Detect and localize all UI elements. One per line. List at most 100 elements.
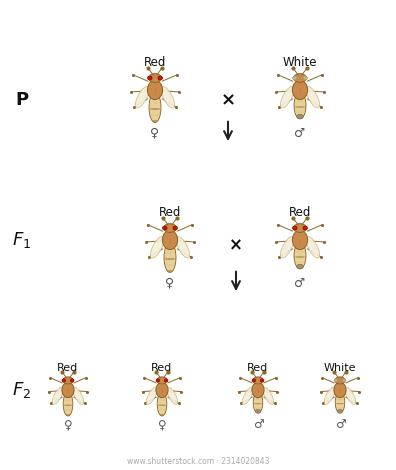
Ellipse shape (338, 411, 342, 413)
Ellipse shape (335, 377, 345, 384)
Ellipse shape (63, 377, 73, 384)
Ellipse shape (64, 409, 72, 411)
Ellipse shape (252, 379, 255, 382)
Ellipse shape (256, 411, 260, 413)
Text: ♀: ♀ (64, 418, 72, 431)
Ellipse shape (296, 246, 304, 247)
Ellipse shape (164, 379, 168, 382)
Ellipse shape (70, 379, 74, 382)
Ellipse shape (148, 74, 162, 82)
Text: ♀: ♀ (166, 277, 175, 290)
Ellipse shape (165, 252, 175, 254)
Ellipse shape (150, 114, 160, 116)
Ellipse shape (62, 379, 66, 382)
Ellipse shape (64, 400, 72, 401)
Ellipse shape (157, 392, 167, 416)
Ellipse shape (63, 405, 72, 406)
Ellipse shape (293, 74, 307, 82)
Ellipse shape (306, 236, 320, 258)
Ellipse shape (146, 387, 157, 404)
Ellipse shape (295, 101, 305, 102)
Ellipse shape (303, 76, 307, 80)
Ellipse shape (337, 395, 343, 396)
Ellipse shape (335, 392, 345, 413)
Ellipse shape (158, 405, 167, 406)
Ellipse shape (158, 76, 162, 80)
Ellipse shape (148, 76, 152, 80)
Ellipse shape (254, 407, 262, 408)
Text: ♂: ♂ (253, 418, 263, 431)
Ellipse shape (167, 387, 178, 404)
Ellipse shape (293, 76, 297, 80)
Ellipse shape (337, 409, 343, 413)
Ellipse shape (242, 387, 253, 404)
Ellipse shape (156, 379, 160, 382)
Ellipse shape (255, 395, 261, 396)
Ellipse shape (164, 258, 176, 260)
Text: $F_2$: $F_2$ (12, 380, 32, 400)
Ellipse shape (263, 387, 274, 404)
Ellipse shape (297, 114, 303, 119)
Ellipse shape (297, 117, 303, 118)
Ellipse shape (164, 243, 176, 273)
Ellipse shape (280, 236, 294, 258)
Ellipse shape (158, 400, 166, 401)
Ellipse shape (162, 230, 177, 250)
Text: ♀: ♀ (150, 127, 160, 140)
Ellipse shape (294, 243, 306, 269)
Text: ×: × (221, 91, 236, 109)
Ellipse shape (253, 392, 263, 413)
Ellipse shape (297, 264, 303, 269)
Ellipse shape (280, 86, 294, 108)
Ellipse shape (165, 264, 175, 266)
Ellipse shape (334, 379, 338, 382)
Ellipse shape (157, 377, 167, 384)
Ellipse shape (150, 102, 160, 104)
Text: White: White (324, 363, 356, 373)
Ellipse shape (147, 80, 163, 100)
Ellipse shape (135, 86, 149, 108)
Ellipse shape (294, 106, 306, 108)
Ellipse shape (252, 382, 264, 398)
Ellipse shape (292, 80, 308, 100)
Ellipse shape (66, 414, 70, 415)
Ellipse shape (164, 224, 176, 232)
Ellipse shape (293, 224, 307, 232)
Ellipse shape (253, 377, 263, 384)
Ellipse shape (261, 379, 264, 382)
Text: Red: Red (289, 206, 311, 219)
Ellipse shape (149, 108, 161, 110)
Ellipse shape (292, 230, 308, 250)
Text: ♀: ♀ (158, 418, 166, 431)
Text: $F_1$: $F_1$ (12, 230, 32, 250)
Ellipse shape (334, 382, 346, 398)
Ellipse shape (152, 120, 158, 122)
Ellipse shape (176, 236, 190, 258)
Ellipse shape (253, 403, 263, 404)
Ellipse shape (294, 256, 306, 258)
Text: Red: Red (151, 363, 173, 373)
Ellipse shape (294, 93, 306, 119)
Ellipse shape (295, 251, 305, 252)
Ellipse shape (149, 93, 161, 123)
Ellipse shape (293, 226, 297, 230)
Ellipse shape (297, 266, 303, 268)
Ellipse shape (295, 111, 305, 113)
Text: White: White (283, 56, 317, 69)
Ellipse shape (161, 86, 175, 108)
Text: www.shutterstock.com · 2314020843: www.shutterstock.com · 2314020843 (127, 457, 269, 467)
Text: ♂: ♂ (294, 277, 306, 290)
Ellipse shape (303, 226, 307, 230)
Ellipse shape (335, 403, 345, 404)
Text: ♂: ♂ (294, 127, 306, 140)
Ellipse shape (345, 387, 356, 404)
Text: Red: Red (159, 206, 181, 219)
Ellipse shape (156, 382, 168, 398)
Ellipse shape (173, 226, 177, 230)
Text: Red: Red (248, 363, 268, 373)
Text: P: P (15, 91, 29, 109)
Ellipse shape (52, 387, 63, 404)
Ellipse shape (163, 226, 167, 230)
Ellipse shape (160, 414, 164, 415)
Ellipse shape (159, 395, 165, 396)
